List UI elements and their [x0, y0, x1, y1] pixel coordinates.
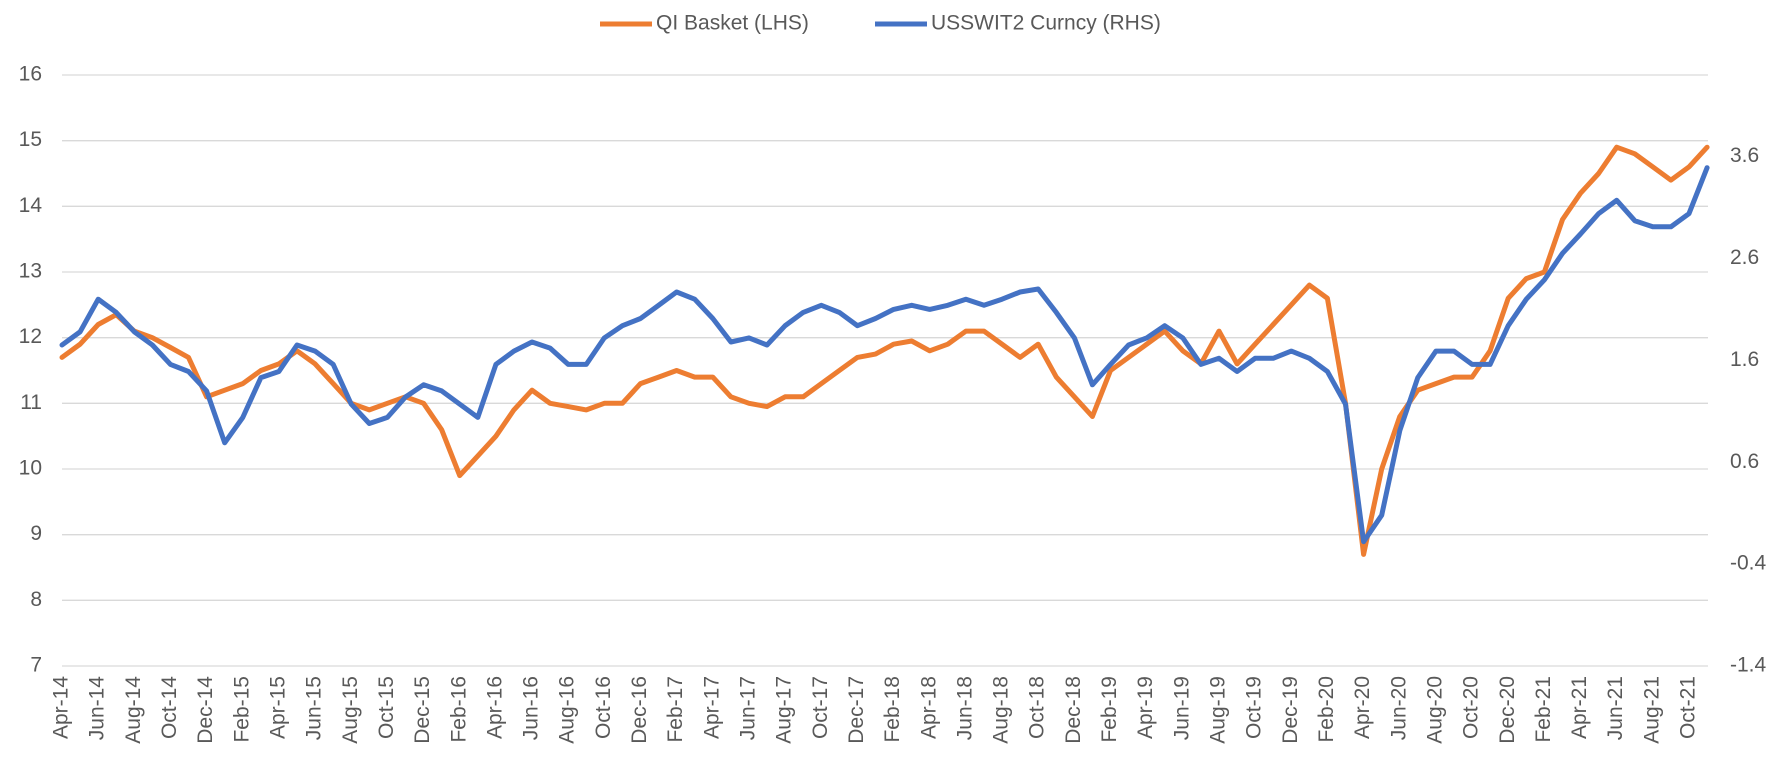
x-tick-label: Aug-14	[122, 676, 145, 744]
x-tick-label: Apr-16	[483, 676, 506, 739]
x-tick-label: Dec-16	[628, 676, 651, 744]
y2-tick-label: 2.6	[1730, 246, 1759, 269]
y-tick-label: 10	[19, 457, 42, 480]
x-tick-label: Jun-17	[737, 676, 760, 740]
x-tick-label: Oct-21	[1677, 676, 1700, 739]
x-tick-label: Feb-15	[230, 676, 253, 743]
x-tick-label: Feb-20	[1315, 676, 1338, 743]
x-tick-label: Jun-19	[1170, 676, 1193, 740]
x-tick-label: Aug-18	[990, 676, 1013, 744]
y-tick-label: 11	[20, 391, 42, 414]
y2-tick-label: 3.6	[1730, 144, 1759, 167]
x-tick-label: Jun-15	[303, 676, 326, 740]
y-tick-label: 8	[30, 588, 42, 611]
x-tick-label: Dec-15	[411, 676, 434, 744]
legend-label: QI Basket (LHS)	[656, 12, 809, 35]
y-tick-label: 15	[19, 128, 42, 151]
x-tick-label: Jun-20	[1387, 676, 1410, 740]
y-tick-label: 16	[19, 63, 42, 86]
x-tick-label: Dec-14	[194, 676, 217, 744]
y2-tick-label: 1.6	[1730, 348, 1759, 371]
x-tick-label: Jun-14	[86, 676, 109, 741]
y-tick-label: 14	[19, 194, 43, 217]
x-tick-label: Oct-16	[592, 676, 615, 739]
x-tick-label: Feb-18	[881, 676, 904, 743]
x-tick-label: Oct-19	[1243, 676, 1266, 739]
x-tick-label: Apr-20	[1351, 676, 1374, 739]
x-tick-label: Aug-21	[1640, 676, 1663, 744]
x-tick-label: Aug-15	[339, 676, 362, 744]
x-tick-label: Feb-21	[1532, 676, 1555, 743]
x-tick-label: Aug-19	[1207, 676, 1230, 744]
x-tick-label: Feb-19	[1098, 676, 1121, 743]
y2-tick-label: -0.4	[1730, 552, 1767, 575]
x-tick-label: Oct-20	[1460, 676, 1483, 739]
y2-tick-label: -1.4	[1730, 654, 1767, 677]
x-tick-label: Jun-16	[520, 676, 543, 740]
y-tick-label: 13	[19, 260, 42, 283]
x-tick-label: Dec-20	[1496, 676, 1519, 744]
x-tick-label: Dec-19	[1279, 676, 1302, 744]
x-tick-label: Feb-17	[664, 676, 687, 743]
legend-label: USSWIT2 Curncy (RHS)	[931, 12, 1161, 35]
y-tick-label: 9	[30, 522, 42, 545]
x-tick-label: Apr-15	[266, 676, 289, 739]
series-line	[59, 144, 1710, 557]
x-tick-label: Aug-16	[556, 676, 579, 744]
x-tick-label: Jun-18	[953, 676, 976, 740]
x-tick-label: Apr-14	[50, 676, 73, 739]
y-tick-label: 12	[19, 325, 42, 348]
x-tick-label: Aug-17	[773, 676, 796, 744]
y2-tick-label: 0.6	[1730, 450, 1759, 473]
x-tick-label: Jun-21	[1604, 676, 1627, 740]
x-tick-label: Oct-18	[1026, 676, 1049, 739]
x-tick-label: Dec-17	[845, 676, 868, 744]
x-tick-label: Oct-17	[809, 676, 832, 739]
x-tick-label: Dec-18	[1062, 676, 1085, 744]
series-line	[59, 165, 1710, 545]
x-tick-label: Apr-19	[1134, 676, 1157, 739]
x-tick-label: Oct-15	[375, 676, 398, 739]
x-tick-label: Apr-17	[700, 676, 723, 739]
x-tick-label: Oct-14	[158, 676, 181, 739]
x-tick-label: Apr-21	[1568, 676, 1591, 739]
x-tick-label: Feb-16	[447, 676, 470, 743]
x-tick-label: Aug-20	[1423, 676, 1446, 744]
x-tick-label: Apr-18	[917, 676, 940, 739]
y-tick-label: 7	[30, 654, 42, 677]
